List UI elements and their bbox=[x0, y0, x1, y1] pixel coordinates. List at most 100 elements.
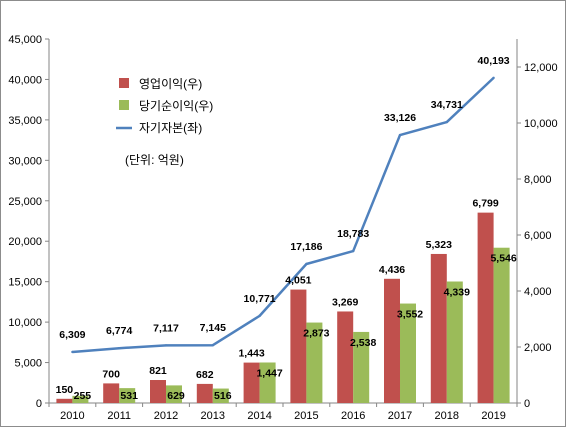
bar-operating-profit bbox=[430, 253, 447, 403]
left-tick-label: 10,000 bbox=[8, 317, 42, 329]
x-tick-label: 2018 bbox=[435, 410, 459, 422]
data-label-net-income: 629 bbox=[167, 390, 185, 402]
x-tick-label: 2014 bbox=[247, 410, 271, 422]
point-equity bbox=[118, 347, 121, 350]
point-equity bbox=[445, 120, 448, 124]
bar-net-income bbox=[446, 281, 463, 403]
data-label-net-income: 2,538 bbox=[350, 337, 376, 349]
bar-operating-profit bbox=[384, 278, 400, 403]
bar-operating-profit bbox=[477, 212, 494, 403]
data-label-net-income: 3,552 bbox=[397, 309, 423, 321]
bar-net-income bbox=[400, 303, 416, 403]
right-axis-ticks: 0 2,000 4,000 6,000 8,000 10,000 12,000 bbox=[517, 62, 558, 410]
bar-operating-profit bbox=[290, 289, 307, 403]
line-group bbox=[71, 76, 495, 354]
legend: 영업이익(우) 당기순이익(우) 자기자본(좌) (단위: 억원) bbox=[116, 77, 213, 167]
data-label-equity: 6,774 bbox=[106, 325, 132, 337]
data-label-operating-profit: 4,051 bbox=[285, 275, 311, 287]
data-label-equity: 40,193 bbox=[478, 55, 510, 67]
x-tick-label: 2019 bbox=[481, 410, 505, 422]
x-tick-label: 2010 bbox=[60, 410, 84, 422]
data-label-net-income: 1,447 bbox=[256, 367, 282, 379]
bar-net-income bbox=[119, 388, 136, 403]
left-tick-label: 0 bbox=[36, 398, 42, 410]
legend-swatch-operating-profit bbox=[119, 78, 129, 88]
bar-net-income bbox=[306, 322, 323, 403]
data-label-equity: 6,309 bbox=[59, 329, 85, 341]
right-tick-label: 0 bbox=[524, 398, 530, 410]
data-label-operating-profit: 150 bbox=[56, 384, 74, 396]
point-equity bbox=[352, 249, 355, 253]
left-tick-label: 40,000 bbox=[8, 74, 42, 86]
point-equity bbox=[164, 344, 168, 347]
data-label-operating-profit: 1,443 bbox=[238, 348, 264, 360]
bar-operating-profit bbox=[150, 380, 166, 403]
data-label-operating-profit: 682 bbox=[196, 369, 214, 381]
bar-net-income bbox=[353, 331, 370, 403]
data-labels-group: 150 700 821 682 1,443 4,051 3,269 4,436 5,323 6,7… bbox=[56, 55, 517, 402]
data-label-equity: 10,771 bbox=[244, 293, 276, 305]
bar-net-income bbox=[259, 362, 276, 403]
point-equity bbox=[492, 76, 495, 80]
point-equity bbox=[211, 344, 214, 347]
data-label-equity: 34,731 bbox=[431, 99, 463, 111]
data-label-net-income: 5,546 bbox=[490, 253, 516, 265]
data-label-equity: 18,783 bbox=[337, 228, 369, 240]
legend-label-equity: 자기자본(좌) bbox=[139, 121, 202, 135]
x-tick-label: 2017 bbox=[388, 410, 412, 422]
data-label-net-income: 516 bbox=[214, 390, 232, 402]
data-label-operating-profit: 4,436 bbox=[379, 264, 405, 276]
bar-net-income bbox=[72, 395, 89, 403]
line-equity bbox=[72, 76, 495, 354]
left-tick-label: 45,000 bbox=[8, 34, 42, 46]
legend-label-net-income: 당기순이익(우) bbox=[139, 99, 213, 113]
bar-net-income bbox=[212, 388, 229, 403]
left-tick-label: 35,000 bbox=[8, 115, 42, 127]
bar-operating-profit bbox=[196, 383, 213, 403]
data-label-operating-profit: 821 bbox=[149, 365, 167, 377]
bar-operating-profit bbox=[103, 383, 120, 403]
data-label-operating-profit: 700 bbox=[102, 368, 120, 380]
point-equity bbox=[71, 350, 74, 354]
point-equity bbox=[398, 133, 402, 137]
unit-note: (단위: 억원) bbox=[125, 153, 184, 167]
data-label-equity: 7,145 bbox=[200, 322, 226, 334]
data-label-net-income: 4,339 bbox=[444, 287, 470, 299]
left-tick-label: 15,000 bbox=[8, 277, 42, 289]
left-tick-label: 5,000 bbox=[14, 358, 42, 370]
point-equity bbox=[258, 314, 261, 318]
left-axis-ticks: 0 5,000 10,000 15,000 20,000 25,000 30,000 35,0… bbox=[8, 34, 49, 410]
bars-group bbox=[56, 212, 510, 403]
left-tick-label: 30,000 bbox=[8, 155, 42, 167]
x-tick-label: 2015 bbox=[294, 410, 318, 422]
data-label-net-income: 255 bbox=[74, 390, 92, 402]
data-label-operating-profit: 3,269 bbox=[332, 296, 358, 308]
left-tick-label: 20,000 bbox=[8, 236, 42, 248]
bar-net-income bbox=[493, 247, 510, 403]
bar-net-income bbox=[166, 385, 182, 403]
x-tick-label: 2012 bbox=[154, 410, 178, 422]
data-label-net-income: 2,873 bbox=[303, 328, 329, 340]
data-label-net-income: 531 bbox=[120, 390, 138, 402]
x-tick-label: 2011 bbox=[107, 410, 131, 422]
x-tick-label: 2016 bbox=[341, 410, 365, 422]
bar-operating-profit bbox=[243, 362, 260, 403]
data-label-equity: 17,186 bbox=[290, 241, 322, 253]
data-label-operating-profit: 5,323 bbox=[426, 239, 452, 251]
right-tick-label: 10,000 bbox=[524, 118, 558, 130]
bar-operating-profit bbox=[337, 311, 354, 403]
data-label-equity: 7,117 bbox=[153, 322, 179, 334]
right-tick-label: 8,000 bbox=[524, 174, 552, 186]
x-axis-ticks: 2010 2011 2012 2013 2014 2015 2016 2017 2018 2019 bbox=[48, 403, 518, 422]
legend-swatch-net-income bbox=[119, 100, 129, 110]
left-tick-label: 25,000 bbox=[8, 196, 42, 208]
point-equity bbox=[305, 262, 308, 266]
right-tick-label: 12,000 bbox=[524, 62, 558, 74]
right-tick-label: 4,000 bbox=[524, 286, 552, 298]
legend-label-operating-profit: 영업이익(우) bbox=[139, 77, 202, 91]
x-tick-label: 2013 bbox=[201, 410, 225, 422]
right-tick-label: 2,000 bbox=[524, 342, 552, 354]
data-label-equity: 33,126 bbox=[384, 112, 416, 124]
data-label-operating-profit: 6,799 bbox=[472, 198, 498, 210]
